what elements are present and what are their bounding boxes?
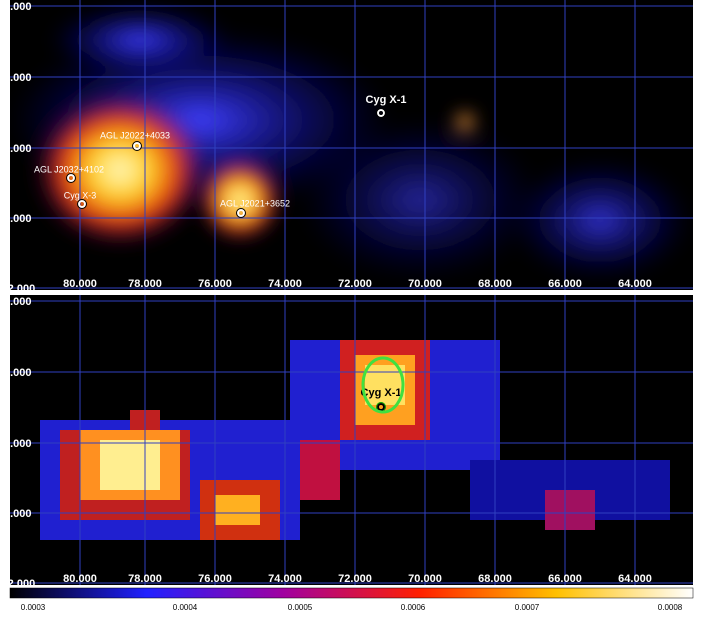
y-tick-label: -2.000 (4, 283, 35, 295)
x-tick-label: 72.000 (338, 573, 372, 585)
x-tick-label: 76.000 (198, 573, 232, 585)
y-tick-label: 2.000 (4, 438, 32, 450)
colorbar-tick-label: 0.0007 (515, 603, 540, 612)
source-label: AGL J2021+3652 (220, 198, 290, 208)
y-tick-label: 0.000 (4, 213, 32, 225)
source-marker (66, 173, 76, 183)
emission (10, 5, 690, 280)
x-tick-label: 64.000 (618, 278, 652, 290)
x-tick-label: 64.000 (618, 573, 652, 585)
y-tick-label: 6.000 (4, 1, 32, 13)
source-label: AGL J2022+4033 (100, 130, 170, 140)
x-tick-label: 70.000 (408, 278, 442, 290)
y-tick-label: -2.000 (4, 578, 35, 590)
y-tick-label: 2.000 (4, 143, 32, 155)
source-marker (67, 174, 75, 182)
x-tick-label: 76.000 (198, 278, 232, 290)
x-tick-label: 68.000 (478, 573, 512, 585)
x-tick-label: 74.000 (268, 573, 302, 585)
x-tick-label: 74.000 (268, 278, 302, 290)
source-marker (77, 199, 87, 209)
source-marker (376, 108, 386, 118)
source-marker (377, 109, 385, 117)
source-marker (133, 142, 141, 150)
colorbar-tick-label: 0.0008 (658, 603, 683, 612)
colorbar-tick-label: 0.0004 (173, 603, 198, 612)
colorbar-tick-label: 0.0005 (288, 603, 313, 612)
x-tick-label: 78.000 (128, 278, 162, 290)
source-marker (78, 200, 86, 208)
y-tick-label: 4.000 (4, 367, 32, 379)
source-marker (377, 403, 385, 411)
x-tick-label: 72.000 (338, 278, 372, 290)
x-tick-label: 66.000 (548, 573, 582, 585)
x-tick-label: 80.000 (63, 573, 97, 585)
x-tick-label: 78.000 (128, 573, 162, 585)
colorbar-tick-label: 0.0006 (401, 603, 426, 612)
colorbar (9, 587, 694, 599)
y-tick-label: 0.000 (4, 508, 32, 520)
x-tick-label: 80.000 (63, 278, 97, 290)
source-label: Cyg X-3 (64, 190, 97, 200)
source-label: AGL J2032+4102 (34, 164, 104, 174)
y-tick-label: 4.000 (4, 72, 32, 84)
y-tick-label: 6.000 (4, 296, 32, 308)
source-marker (236, 208, 246, 218)
source-label: Cyg X-1 (366, 94, 407, 106)
x-tick-label: 66.000 (548, 278, 582, 290)
source-label: Cyg X-1 (361, 387, 402, 399)
error-ellipse (361, 356, 405, 414)
source-marker (132, 141, 142, 151)
colorbar-tick-label: 0.0003 (21, 603, 46, 612)
x-tick-label: 70.000 (408, 573, 442, 585)
x-tick-label: 68.000 (478, 278, 512, 290)
source-marker (237, 209, 245, 217)
